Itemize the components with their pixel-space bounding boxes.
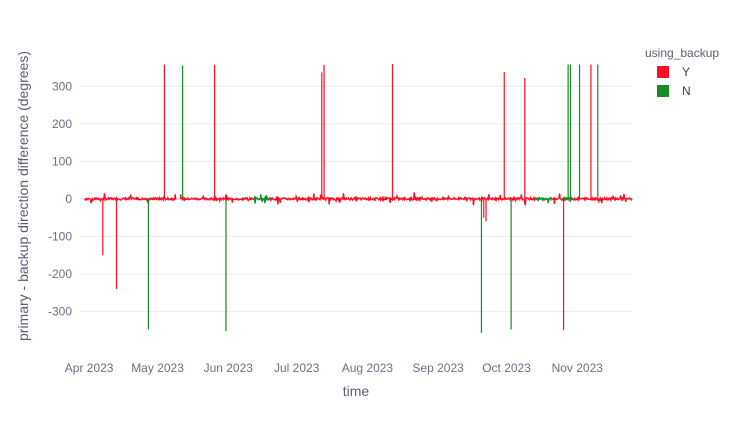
series-n-baseline — [252, 194, 270, 204]
y-axis-title: primary - backup direction difference (d… — [15, 51, 31, 341]
y-tick-label: -100 — [48, 229, 72, 243]
legend-title: using_backup — [645, 46, 719, 60]
series-y-baseline — [84, 193, 177, 204]
legend-label-n[interactable]: N — [682, 84, 691, 98]
y-tick-label: 200 — [52, 117, 72, 131]
y-tick-label: 0 — [65, 192, 72, 206]
legend: using_backup Y N — [645, 46, 719, 98]
x-tick-label: May 2023 — [131, 361, 184, 375]
x-tick-label: Aug 2023 — [342, 361, 394, 375]
legend-label-y[interactable]: Y — [682, 65, 690, 79]
y-tick-label: 300 — [52, 79, 72, 93]
series-n — [147, 64, 599, 333]
x-tick-label: Jul 2023 — [274, 361, 320, 375]
series-y-baseline — [179, 194, 255, 204]
x-tick-label: Sep 2023 — [412, 361, 464, 375]
x-tick-label: Jun 2023 — [204, 361, 254, 375]
series-y-baseline — [268, 192, 537, 207]
legend-swatch-n[interactable] — [657, 85, 669, 97]
series-y — [84, 64, 633, 331]
series-n-baseline — [535, 196, 553, 204]
x-tick-label: Oct 2023 — [482, 361, 531, 375]
x-tick-label: Apr 2023 — [65, 361, 114, 375]
x-tick-labels: Apr 2023 May 2023 Jun 2023 Jul 2023 Aug 2023… — [65, 361, 603, 375]
x-axis-title: time — [343, 383, 370, 399]
series-n-baseline — [562, 195, 574, 202]
y-tick-labels: -300 -200 -100 0 100 200 300 — [48, 79, 72, 318]
y-tick-label: -200 — [48, 267, 72, 281]
legend-swatch-y[interactable] — [657, 66, 669, 78]
y-tick-label: 100 — [52, 154, 72, 168]
plot-area — [84, 64, 633, 333]
y-tick-label: -300 — [48, 304, 72, 318]
x-tick-label: Nov 2023 — [552, 361, 604, 375]
